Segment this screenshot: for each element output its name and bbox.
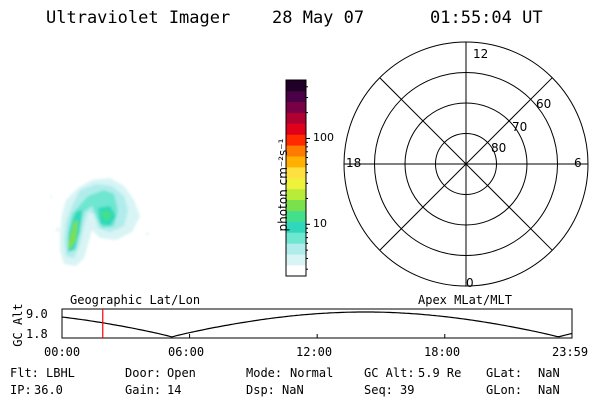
dsp-value: NaN [282, 383, 304, 397]
mlt-label-6: 6 [574, 156, 582, 170]
timeline-ytick-bottom: 1.8 [26, 327, 48, 341]
ip-value: 36.0 [34, 383, 63, 397]
colorbar-swatch [286, 134, 306, 146]
glat-label: GLat: [486, 366, 523, 380]
time-tick-1200: 12:00 [296, 345, 333, 359]
colorbar-swatch [286, 243, 306, 255]
filter-label: Flt: [10, 366, 39, 380]
ip-label: IP: [10, 383, 32, 397]
colorbar [285, 79, 310, 277]
gc-alt-value: 5.9 Re [418, 366, 462, 380]
gain-label: Gain: [125, 383, 162, 397]
colorbar-swatch [286, 112, 306, 124]
time-tick-0000: 00:00 [44, 345, 81, 359]
door-value: Open [167, 366, 196, 380]
altitude-curve [61, 311, 573, 338]
colorbar-swatch [286, 145, 306, 157]
polar-grid [343, 41, 589, 287]
observation-date: 28 May 07 [272, 8, 365, 28]
observation-time: 01:55:04 UT [430, 8, 543, 28]
filter-value: LBHL [46, 366, 75, 380]
colorbar-axis-label: photon cm⁻²s⁻¹ [276, 138, 290, 232]
timeline-ytick-top: 9.0 [26, 307, 48, 321]
colorbar-tick-100: 100 [313, 131, 334, 145]
colorbar-swatch [286, 210, 306, 222]
mlt-label-12: 12 [473, 47, 489, 61]
glon-label: GLon: [486, 383, 523, 397]
gain-value: 14 [167, 383, 182, 397]
mode-label: Mode: [246, 366, 283, 380]
app-title: Ultraviolet Imager [46, 8, 231, 28]
seq-label: Seq: [364, 383, 393, 397]
colorbar-swatch [286, 123, 306, 135]
geographic-coords-label: Geographic Lat/Lon [70, 293, 201, 307]
apex-coords-label: Apex MLat/MLT [418, 293, 512, 307]
timeline-ylabel: GC Alt [11, 303, 25, 347]
colorbar-swatch [286, 232, 306, 244]
colorbar-swatch [286, 178, 306, 190]
mlt-label-0: 0 [466, 276, 474, 290]
glon-value: NaN [538, 383, 560, 397]
colorbar-gradient [286, 80, 306, 277]
lat-label-70: 70 [512, 120, 528, 134]
colorbar-ticks [306, 86, 310, 270]
colorbar-swatch [286, 265, 306, 277]
gc-alt-label: GC Alt: [364, 366, 415, 380]
colorbar-swatch [286, 199, 306, 211]
auroral-image [50, 178, 149, 266]
time-tick-1800: 18:00 [424, 345, 461, 359]
colorbar-swatch [286, 80, 306, 92]
colorbar-swatch [286, 90, 306, 103]
colorbar-swatch [286, 221, 306, 233]
lat-label-80: 80 [491, 141, 507, 155]
glat-value: NaN [538, 366, 560, 380]
lat-label-60: 60 [536, 97, 552, 111]
time-ticks [61, 334, 573, 338]
door-label: Door: [125, 366, 162, 380]
mlt-label-18: 18 [346, 156, 362, 170]
colorbar-swatch [286, 167, 306, 179]
dsp-label: Dsp: [246, 383, 275, 397]
colorbar-tick-10: 10 [313, 217, 327, 231]
seq-value: 39 [400, 383, 415, 397]
timeline-plot [61, 308, 573, 339]
time-tick-2359: 23:59 [552, 345, 589, 359]
time-tick-0600: 06:00 [168, 345, 205, 359]
mode-value: Normal [290, 366, 334, 380]
colorbar-swatch [286, 254, 306, 266]
colorbar-swatch [286, 156, 306, 168]
colorbar-swatch [286, 188, 306, 201]
colorbar-swatch [286, 101, 306, 113]
